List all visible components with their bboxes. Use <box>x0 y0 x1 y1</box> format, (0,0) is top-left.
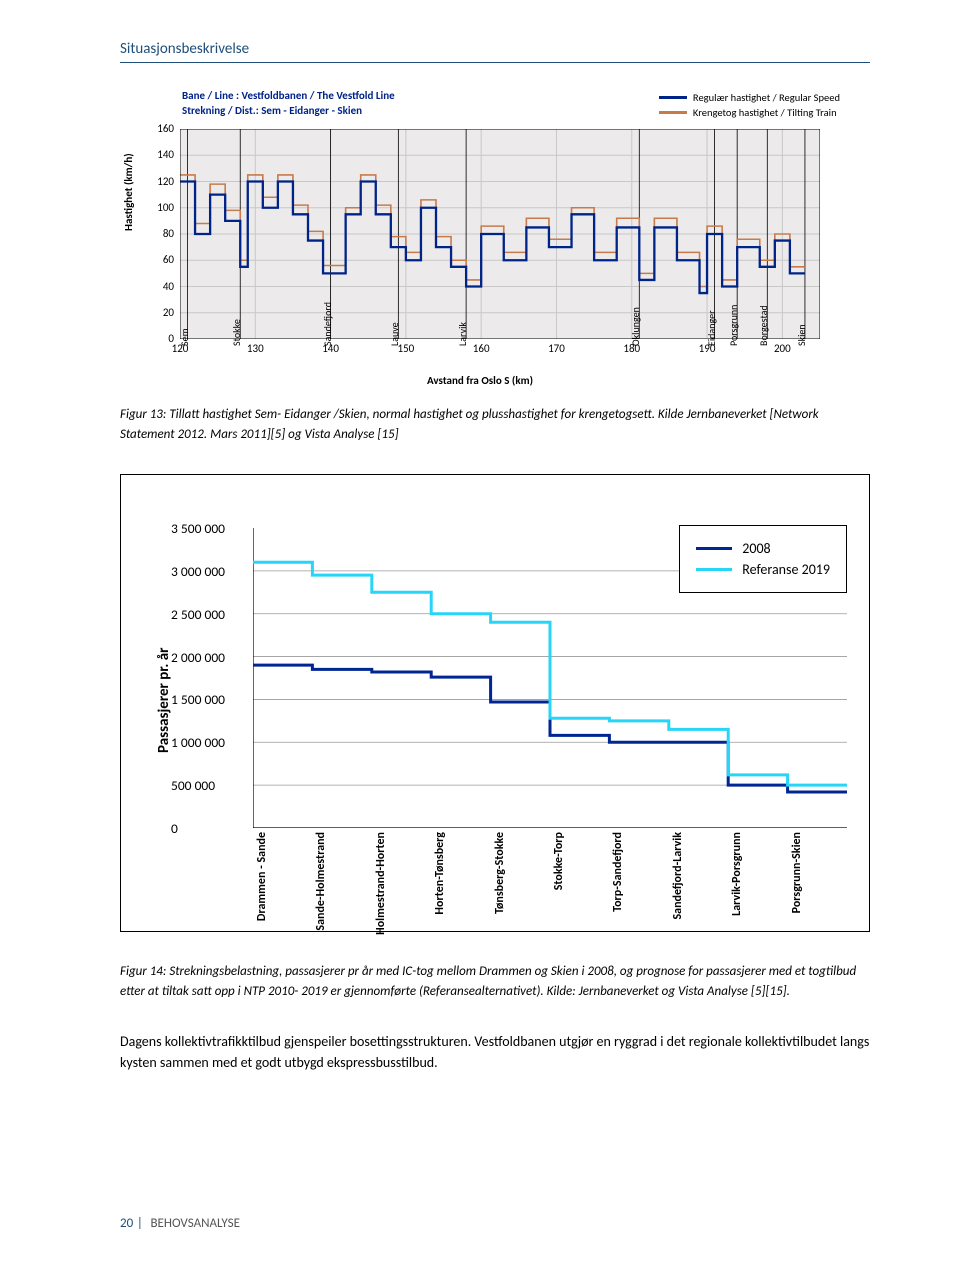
chart1-ytick: 40 <box>126 280 174 293</box>
chart1-plot <box>180 129 820 339</box>
chart1-station-label: Skien <box>795 324 808 346</box>
chart1-ytick: 160 <box>126 122 174 135</box>
chart1-ytick: 20 <box>126 306 174 319</box>
chart2-xtick: Porsgrunn-Skien <box>790 832 804 913</box>
legend-label: Krengetog hastighet / Tilting Train <box>693 106 837 119</box>
chart1-xtick: 130 <box>247 342 264 355</box>
chart2-xtick: Larvik-Porsgrunn <box>730 832 744 916</box>
legend-swatch <box>659 96 687 99</box>
chart1-station-label: Larvik <box>456 322 469 346</box>
chart1-xtick: 160 <box>473 342 490 355</box>
chart2-legend: 2008 Referanse 2019 <box>679 525 847 593</box>
figure13-caption: Figur 13: Tillatt hastighet Sem- Eidange… <box>120 405 870 444</box>
chart2-xtick: Sande-Holmestrand <box>314 832 328 931</box>
chart1-ytick: 0 <box>126 332 174 345</box>
chart1-station-label: Porsgrunn <box>727 305 740 346</box>
chart1-station-label: Sandefjord <box>321 302 334 346</box>
speed-chart: Bane / Line : Vestfoldbanen / The Vestfo… <box>120 81 840 381</box>
chart1-station-label: Lauve <box>388 322 401 346</box>
chart2-legend-row: 2008 <box>696 540 830 557</box>
chart1-station-label: Eidanger <box>705 310 718 346</box>
figure14-caption: Figur 14: Strekningsbelastning, passasje… <box>120 962 870 1001</box>
legend-swatch <box>659 111 687 114</box>
chart1-station-label: Borgestad <box>757 305 770 346</box>
legend-swatch <box>696 568 732 571</box>
chart1-xtick: 200 <box>774 342 791 355</box>
chart1-xtick: 170 <box>548 342 565 355</box>
legend-label: Referanse 2019 <box>742 561 830 578</box>
chart1-title-line1: Bane / Line : Vestfoldbanen / The Vestfo… <box>182 89 395 102</box>
footer-doc-name: BEHOVSANALYSE <box>150 1216 240 1231</box>
chart1-ytick: 140 <box>126 148 174 161</box>
legend-swatch <box>696 547 732 550</box>
chart1-legend: Regulær hastighet / Regular Speed Krenget… <box>659 91 840 121</box>
chart1-station-label: Stokke <box>230 319 243 346</box>
chart2-container: Passasjerer pr. år Drammen - SandeSande-… <box>120 474 870 932</box>
chart1-ytick: 80 <box>126 227 174 240</box>
chart2-xtick: Holmestrand-Horten <box>374 832 388 935</box>
chart2-xtick: Horten-Tønsberg <box>433 832 447 915</box>
chart1-legend-row: Krengetog hastighet / Tilting Train <box>659 106 840 119</box>
chart2-ytick: 3 500 000 <box>171 520 225 537</box>
page-footer: 20 | BEHOVSANALYSE <box>120 1213 870 1232</box>
chart1-legend-row: Regulær hastighet / Regular Speed <box>659 91 840 104</box>
chart2-xtick: Sandefjord-Larvik <box>671 832 685 920</box>
chart2-ytick: 3 000 000 <box>171 563 225 580</box>
chart2-xtick: Tønsberg-Stokke <box>493 832 507 914</box>
chart2-legend-row: Referanse 2019 <box>696 561 830 578</box>
chart2-ytick: 2 000 000 <box>171 649 225 666</box>
footer-separator: | <box>137 1216 143 1231</box>
page-header: Situasjonsbeskrivelse <box>120 40 870 58</box>
chart1-station-label: Sem <box>178 328 191 346</box>
chart2-ytick: 2 500 000 <box>171 606 225 623</box>
chart2-ytick: 500 000 <box>171 777 215 794</box>
chart2-xtick: Stokke-Torp <box>552 832 566 890</box>
chart1-ytick: 100 <box>126 201 174 214</box>
header-rule <box>120 62 870 63</box>
legend-label: Regulær hastighet / Regular Speed <box>693 91 840 104</box>
chart1-title: Bane / Line : Vestfoldbanen / The Vestfo… <box>182 89 395 119</box>
body-paragraph: Dagens kollektivtrafikktilbud gjenspeile… <box>120 1031 870 1073</box>
chart2-ytick: 1 000 000 <box>171 734 225 751</box>
chart2-xtick: Drammen - Sande <box>255 832 269 921</box>
passenger-chart: Passasjerer pr. år Drammen - SandeSande-… <box>143 493 847 913</box>
chart1-ylabel: Hastighet (km/h) <box>122 153 135 231</box>
chart2-ytick: 0 <box>171 820 178 837</box>
chart1-title-line2: Strekning / Dist.: Sem - Eidanger - Skie… <box>182 104 362 117</box>
chart2-ytick: 1 500 000 <box>171 691 225 708</box>
legend-label: 2008 <box>742 540 770 557</box>
chart1-xlabel: Avstand fra Oslo S (km) <box>120 374 840 387</box>
footer-page-number: 20 <box>120 1216 133 1231</box>
chart1-ytick: 120 <box>126 175 174 188</box>
chart1-station-label: Oklungen <box>629 307 642 346</box>
chart1-ytick: 60 <box>126 253 174 266</box>
chart2-xtick: Torp-Sandefjord <box>611 832 625 912</box>
